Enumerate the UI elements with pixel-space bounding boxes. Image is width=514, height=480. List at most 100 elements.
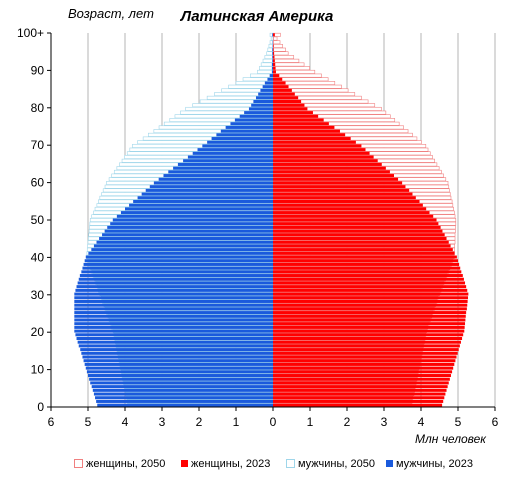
bar-female-2023 xyxy=(273,70,276,74)
bar-female-2023 xyxy=(273,59,275,63)
bar-female-2023 xyxy=(273,103,305,107)
x-tick-label: 5 xyxy=(455,415,462,429)
y-tick-label: 10 xyxy=(31,363,45,377)
bar-female-2023 xyxy=(273,188,410,192)
bar-male-2023 xyxy=(272,59,273,63)
bar-male-2023 xyxy=(90,381,273,385)
bar-male-2023 xyxy=(207,140,273,144)
y-tick-label: 0 xyxy=(37,400,44,414)
bar-male-2023 xyxy=(253,100,273,104)
bar-male-2023 xyxy=(137,196,273,200)
bar-male-2023 xyxy=(96,240,273,244)
bar-male-2050 xyxy=(260,62,274,67)
bar-male-2023 xyxy=(85,366,273,370)
bar-female-2023 xyxy=(273,222,439,226)
bar-female-2023 xyxy=(273,299,468,303)
bar-female-2023 xyxy=(273,48,274,52)
bar-female-2023 xyxy=(273,266,461,270)
bar-female-2023 xyxy=(273,322,466,326)
x-tick-label: 2 xyxy=(196,415,203,429)
bar-male-2023 xyxy=(74,318,273,322)
legend-label: женщины, 2050 xyxy=(86,458,166,470)
bar-male-2023 xyxy=(234,118,273,122)
legend-label: мужчины, 2050 xyxy=(298,458,375,470)
bar-female-2023 xyxy=(273,203,423,207)
x-axis-label: Млн человек xyxy=(415,432,486,446)
bar-female-2023 xyxy=(273,351,458,355)
bar-male-2023 xyxy=(79,274,273,278)
bar-male-2023 xyxy=(220,129,273,133)
bar-female-2023 xyxy=(273,162,382,166)
bar-female-2023 xyxy=(273,133,346,137)
bar-male-2023 xyxy=(187,155,273,159)
bar-female-2023 xyxy=(273,281,466,285)
bar-male-2023 xyxy=(86,370,273,374)
bar-female-2023 xyxy=(273,270,462,274)
bar-male-2023 xyxy=(88,374,273,378)
bar-male-2023 xyxy=(83,359,273,363)
bar-male-2023 xyxy=(81,351,273,355)
y-tick-label: 100+ xyxy=(17,26,44,40)
bar-male-2023 xyxy=(89,377,273,381)
bar-male-2023 xyxy=(269,74,273,78)
bar-male-2023 xyxy=(129,203,273,207)
bar-male-2050 xyxy=(259,66,274,71)
bar-male-2023 xyxy=(75,288,273,292)
y-axis-label: Возраст, лет xyxy=(68,6,154,21)
bar-male-2023 xyxy=(74,299,273,303)
bar-female-2050 xyxy=(272,58,300,63)
bar-male-2023 xyxy=(77,281,273,285)
bar-female-2023 xyxy=(273,155,374,159)
bar-female-2023 xyxy=(273,129,340,133)
bar-female-2023 xyxy=(273,111,313,115)
bar-female-2050 xyxy=(272,47,286,52)
bar-female-2023 xyxy=(273,81,286,85)
bar-female-2023 xyxy=(273,329,465,333)
bar-male-2023 xyxy=(84,362,273,366)
bar-male-2050 xyxy=(250,73,274,78)
chart-title: Латинская Америка xyxy=(180,8,334,25)
bar-female-2023 xyxy=(273,77,283,81)
x-tick-label: 4 xyxy=(418,415,425,429)
bar-female-2050 xyxy=(272,51,289,56)
x-tick-label: 3 xyxy=(159,415,166,429)
bar-female-2050 xyxy=(272,40,281,45)
bar-male-2023 xyxy=(78,277,273,281)
bar-male-2023 xyxy=(260,88,273,92)
bar-male-2023 xyxy=(74,307,273,311)
bar-female-2023 xyxy=(273,92,295,96)
legend-swatch xyxy=(386,459,393,467)
x-tick-label: 6 xyxy=(48,415,55,429)
bar-female-2023 xyxy=(273,318,466,322)
bar-female-2023 xyxy=(273,237,447,241)
bar-male-2023 xyxy=(92,388,273,392)
bar-male-2023 xyxy=(112,218,273,222)
bar-female-2023 xyxy=(273,336,463,340)
bar-male-2023 xyxy=(149,185,273,189)
bar-male-2023 xyxy=(74,322,273,326)
bar-male-2050 xyxy=(257,69,274,74)
bar-female-2023 xyxy=(273,55,275,59)
bar-female-2023 xyxy=(273,255,457,259)
bar-female-2023 xyxy=(273,33,275,37)
bar-male-2023 xyxy=(141,192,273,196)
bar-female-2050 xyxy=(272,36,278,41)
legend-item: мужчины, 2050 xyxy=(286,458,375,470)
x-tick-label: 5 xyxy=(85,415,92,429)
bar-male-2023 xyxy=(153,181,273,185)
bar-male-2023 xyxy=(202,144,273,148)
bar-female-2023 xyxy=(273,118,324,122)
bar-female-2023 xyxy=(273,396,445,400)
bar-male-2023 xyxy=(95,396,273,400)
y-tick-label: 30 xyxy=(31,288,45,302)
bar-male-2023 xyxy=(78,344,273,348)
bar-male-2023 xyxy=(264,81,273,85)
legend-swatch xyxy=(181,459,188,467)
bar-female-2050 xyxy=(272,62,305,67)
bar-male-2023 xyxy=(110,222,273,226)
bar-female-2023 xyxy=(273,325,465,329)
bar-female-2023 xyxy=(273,370,453,374)
bar-male-2023 xyxy=(93,244,273,248)
